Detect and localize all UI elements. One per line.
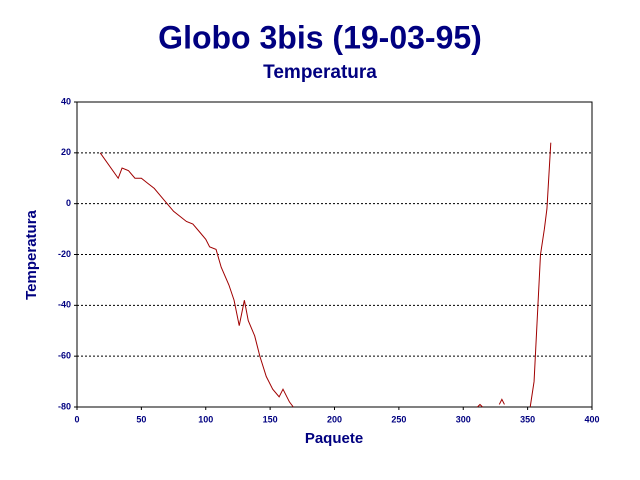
y-axis-label: Temperatura — [23, 209, 40, 299]
y-tick-label: -60 — [58, 351, 71, 361]
y-tick-label: 0 — [66, 198, 71, 208]
y-tick-label: 20 — [61, 147, 71, 157]
x-tick-label: 300 — [456, 414, 471, 424]
y-tick-label: -20 — [58, 249, 71, 259]
x-tick-label: 400 — [584, 414, 599, 424]
chart-subtitle: Temperatura — [263, 62, 377, 83]
chart-title: Globo 3bis (19-03-95) — [158, 19, 482, 55]
y-tick-label: -80 — [58, 401, 71, 411]
y-tick-label: -40 — [58, 300, 71, 310]
x-tick-label: 150 — [263, 414, 278, 424]
x-tick-label: 100 — [198, 414, 213, 424]
x-tick-label: 350 — [520, 414, 535, 424]
data-line — [99, 142, 552, 408]
x-axis-label: Paquete — [305, 430, 363, 447]
x-tick-label: 50 — [136, 414, 146, 424]
x-tick-label: 250 — [391, 414, 406, 424]
x-tick-label: 0 — [74, 414, 79, 424]
x-tick-label: 200 — [327, 414, 342, 424]
y-tick-label: 40 — [61, 96, 71, 106]
